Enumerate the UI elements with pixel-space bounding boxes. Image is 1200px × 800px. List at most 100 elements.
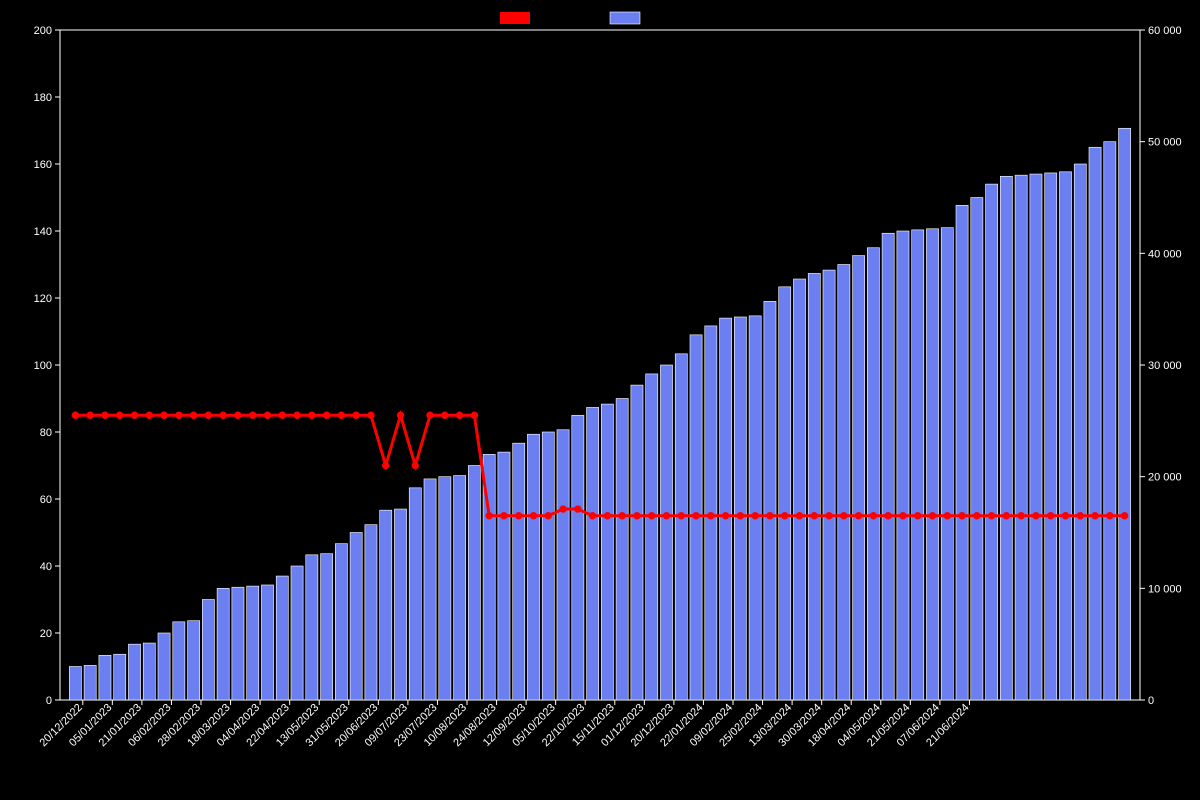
line-marker: [649, 513, 655, 519]
line-marker: [190, 412, 196, 418]
bar: [291, 566, 303, 700]
bar: [69, 667, 81, 701]
bar: [321, 554, 333, 700]
legend-swatch-bar: [610, 12, 640, 24]
bar: [143, 643, 155, 700]
line-marker: [87, 412, 93, 418]
bar: [808, 273, 820, 700]
line-marker: [545, 513, 551, 519]
left-y-tick-label: 180: [34, 92, 52, 104]
bar: [734, 317, 746, 700]
bar: [380, 510, 392, 700]
bar: [1119, 128, 1131, 700]
line-marker: [826, 513, 832, 519]
line-marker: [915, 513, 921, 519]
bar: [454, 476, 466, 700]
line-marker: [412, 462, 418, 468]
bar: [882, 233, 894, 700]
line-marker: [397, 412, 403, 418]
line-marker: [944, 513, 950, 519]
right-y-tick-label: 60 000: [1148, 25, 1182, 37]
bar: [764, 301, 776, 700]
right-y-tick-label: 50 000: [1148, 137, 1182, 149]
line-marker: [900, 513, 906, 519]
line-marker: [501, 513, 507, 519]
left-y-tick-label: 60: [40, 494, 52, 506]
bar: [409, 488, 421, 700]
line-marker: [678, 513, 684, 519]
bar: [749, 316, 761, 700]
bar: [261, 585, 273, 700]
bar: [394, 509, 406, 700]
line-marker: [117, 412, 123, 418]
right-y-tick-label: 20 000: [1148, 472, 1182, 484]
line-marker: [782, 513, 788, 519]
line-marker: [72, 412, 78, 418]
bar: [1074, 164, 1086, 700]
line-marker: [589, 513, 595, 519]
bar: [1030, 174, 1042, 700]
line-marker: [456, 412, 462, 418]
left-y-tick-label: 80: [40, 427, 52, 439]
line-marker: [427, 412, 433, 418]
line-marker: [1077, 513, 1083, 519]
line-marker: [974, 513, 980, 519]
line-marker: [560, 506, 566, 512]
bar: [557, 430, 569, 700]
line-marker: [161, 412, 167, 418]
line-marker: [796, 513, 802, 519]
line-marker: [1033, 513, 1039, 519]
bar: [720, 318, 732, 700]
right-y-tick-label: 40 000: [1148, 248, 1182, 260]
left-y-tick-label: 40: [40, 561, 52, 573]
line-marker: [530, 513, 536, 519]
line-marker: [885, 513, 891, 519]
line-marker: [959, 513, 965, 519]
line-marker: [353, 412, 359, 418]
right-y-tick-label: 0: [1148, 695, 1154, 707]
bar: [572, 415, 584, 700]
bar: [498, 452, 510, 700]
left-y-tick-label: 200: [34, 25, 52, 37]
bar: [1000, 176, 1012, 700]
line-marker: [338, 412, 344, 418]
bar: [99, 655, 111, 700]
bar: [1015, 175, 1027, 700]
line-marker: [309, 412, 315, 418]
line-marker: [279, 412, 285, 418]
line-marker: [368, 412, 374, 418]
dual-axis-chart: 020406080100120140160180200010 00020 000…: [0, 0, 1200, 800]
line-marker: [841, 513, 847, 519]
bar: [867, 248, 879, 700]
legend-swatch-line: [500, 12, 530, 24]
bar: [646, 374, 658, 700]
line-marker: [855, 513, 861, 519]
chart-svg: 020406080100120140160180200010 00020 000…: [0, 0, 1200, 800]
left-y-tick-label: 160: [34, 159, 52, 171]
bar: [114, 654, 126, 700]
bar: [986, 184, 998, 700]
line-marker: [634, 513, 640, 519]
line-marker: [708, 513, 714, 519]
line-marker: [752, 513, 758, 519]
bar: [675, 354, 687, 700]
bar: [601, 404, 613, 700]
line-marker: [811, 513, 817, 519]
bar: [941, 228, 953, 700]
bar: [513, 443, 525, 700]
line-marker: [220, 412, 226, 418]
left-y-tick-label: 100: [34, 360, 52, 372]
bar: [217, 588, 229, 700]
line-marker: [516, 513, 522, 519]
line-marker: [1048, 513, 1054, 519]
line-marker: [1062, 513, 1068, 519]
left-y-tick-label: 0: [46, 695, 52, 707]
right-y-tick-label: 10 000: [1148, 583, 1182, 595]
bar: [468, 466, 480, 701]
line-marker: [1018, 513, 1024, 519]
bar: [1045, 173, 1057, 700]
bar: [823, 270, 835, 700]
bar: [424, 479, 436, 700]
line-marker: [1092, 513, 1098, 519]
bar: [84, 665, 96, 700]
